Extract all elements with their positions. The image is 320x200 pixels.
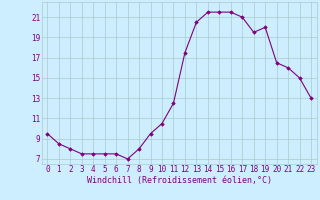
X-axis label: Windchill (Refroidissement éolien,°C): Windchill (Refroidissement éolien,°C) — [87, 176, 272, 185]
